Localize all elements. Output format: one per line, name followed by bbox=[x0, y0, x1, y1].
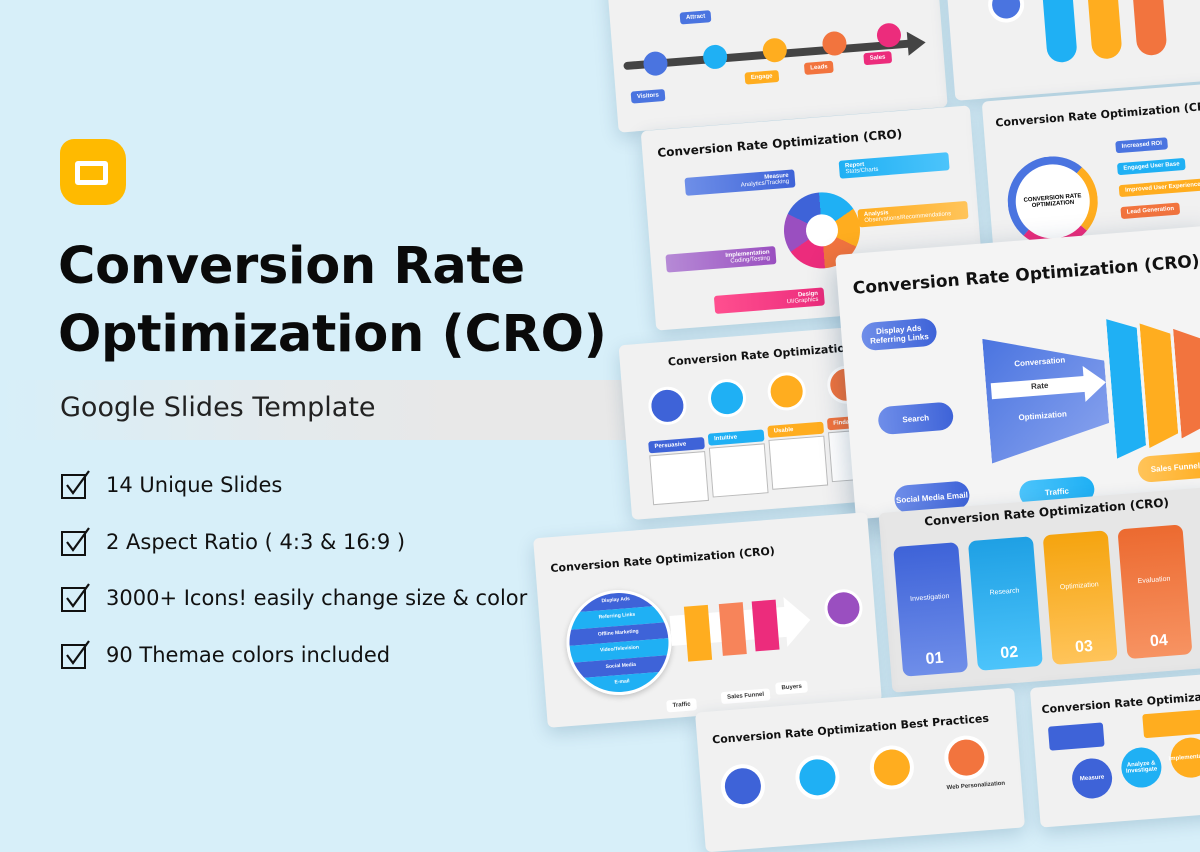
google-slides-logo bbox=[60, 139, 126, 205]
checkbox-icon bbox=[60, 582, 92, 614]
slide-pillars bbox=[945, 0, 1200, 101]
slide-cards: Conversion Rate Optimization (CRO) Inves… bbox=[878, 487, 1200, 693]
slide-practices: Conversion Rate Optimization Best Practi… bbox=[695, 687, 1025, 852]
subtitle: Google Slides Template bbox=[60, 392, 376, 423]
circle-stripes: Display Ads Referring Links Offline Mark… bbox=[562, 586, 676, 699]
feature-item: 2 Aspect Ratio ( 4:3 & 16:9 ) bbox=[60, 526, 405, 558]
page-title: Conversion Rate Optimization (CRO) bbox=[58, 237, 607, 364]
checkbox-icon bbox=[60, 526, 92, 558]
feature-item: 14 Unique Slides bbox=[60, 469, 282, 501]
slide-corner: Conversion Rate Optimiza Measure Analyze… bbox=[1029, 672, 1200, 828]
checkbox-icon bbox=[60, 469, 92, 501]
feature-item: 90 Themae colors included bbox=[60, 639, 390, 671]
slide-funnel: Conversion Rate Optimization (CRO) Displ… bbox=[835, 225, 1200, 520]
feature-item: 3000+ Icons! easily change size & color bbox=[60, 582, 527, 614]
checkbox-icon bbox=[60, 639, 92, 671]
slide-circle: Conversion Rate Optimization (CRO) Displ… bbox=[533, 512, 882, 728]
